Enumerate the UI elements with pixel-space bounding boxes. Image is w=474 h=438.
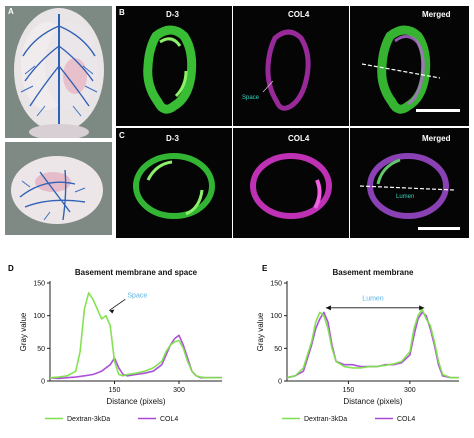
y-tick-label: 0	[278, 379, 282, 386]
legend-label-dextran: Dextran-3kDa	[304, 416, 347, 423]
annotation-arrowhead-left	[325, 305, 331, 311]
y-tick-label: 50	[274, 346, 282, 353]
micro-c-col4	[233, 128, 349, 238]
micro-c-d3	[116, 128, 232, 238]
chart-basement-membrane: Basement membrane 0 50 100 150 150 300 Gray val…	[256, 268, 459, 423]
panel-label-d: D	[8, 264, 14, 273]
y-axis-label: Gray value	[19, 312, 28, 351]
x-tick-label: 300	[173, 387, 185, 394]
space-annotation: Space	[242, 95, 260, 101]
x-axis-label: Distance (pixels)	[106, 397, 165, 406]
micro-b-col4-title: COL4	[288, 10, 310, 19]
x-tick-label: 300	[404, 387, 416, 394]
x-tick-label: 150	[343, 387, 355, 394]
annotation-arrowhead	[109, 309, 115, 314]
y-tick-label: 50	[37, 346, 45, 353]
micro-b-col4	[233, 6, 349, 126]
legend-label-dextran: Dextran-3kDa	[67, 416, 110, 423]
y-tick-label: 0	[41, 379, 45, 386]
series-line-dextran	[286, 308, 459, 379]
panel-a-bottom-photo	[5, 142, 112, 235]
panel-label-e: E	[262, 264, 268, 273]
micro-c-merged-title: Merged	[422, 134, 451, 143]
panel-label-c: C	[119, 131, 125, 140]
micro-b-d3-title: D-3	[166, 10, 179, 19]
micro-c-merged	[350, 128, 469, 238]
legend-label-col4: COL4	[397, 416, 415, 423]
series-line-dextran	[49, 292, 222, 379]
y-tick-label: 100	[33, 313, 45, 320]
lumen-annotation: Lumen	[396, 194, 415, 200]
chart-annotation: Lumen	[362, 296, 384, 303]
micro-c-col4-title: COL4	[288, 134, 310, 143]
chart-basement-membrane-and-space: Basement membrane and space 0 50 100 150 150 3…	[19, 268, 222, 423]
panel-label-a: A	[8, 7, 14, 16]
annotation-arrow	[109, 299, 126, 311]
y-tick-label: 150	[270, 281, 282, 288]
chart-title: Basement membrane and space	[75, 268, 198, 277]
micro-b-merged-title: Merged	[422, 10, 451, 19]
annotation-arrowhead-right	[419, 305, 425, 311]
y-tick-label: 150	[33, 281, 45, 288]
legend-label-col4: COL4	[160, 416, 178, 423]
chart-title: Basement membrane	[333, 268, 414, 277]
y-tick-label: 100	[270, 313, 282, 320]
micro-b-d3	[116, 6, 232, 126]
panel-label-b: B	[119, 8, 125, 17]
x-tick-label: 150	[109, 387, 121, 394]
y-axis-label: Gray value	[256, 312, 265, 351]
chart-annotation: Space	[127, 292, 147, 299]
x-axis-label: Distance (pixels)	[343, 397, 402, 406]
panel-a-top-photo	[5, 6, 112, 138]
micro-b-merged	[350, 6, 469, 126]
micro-c-d3-title: D-3	[166, 134, 179, 143]
series-line-col4	[286, 311, 459, 379]
